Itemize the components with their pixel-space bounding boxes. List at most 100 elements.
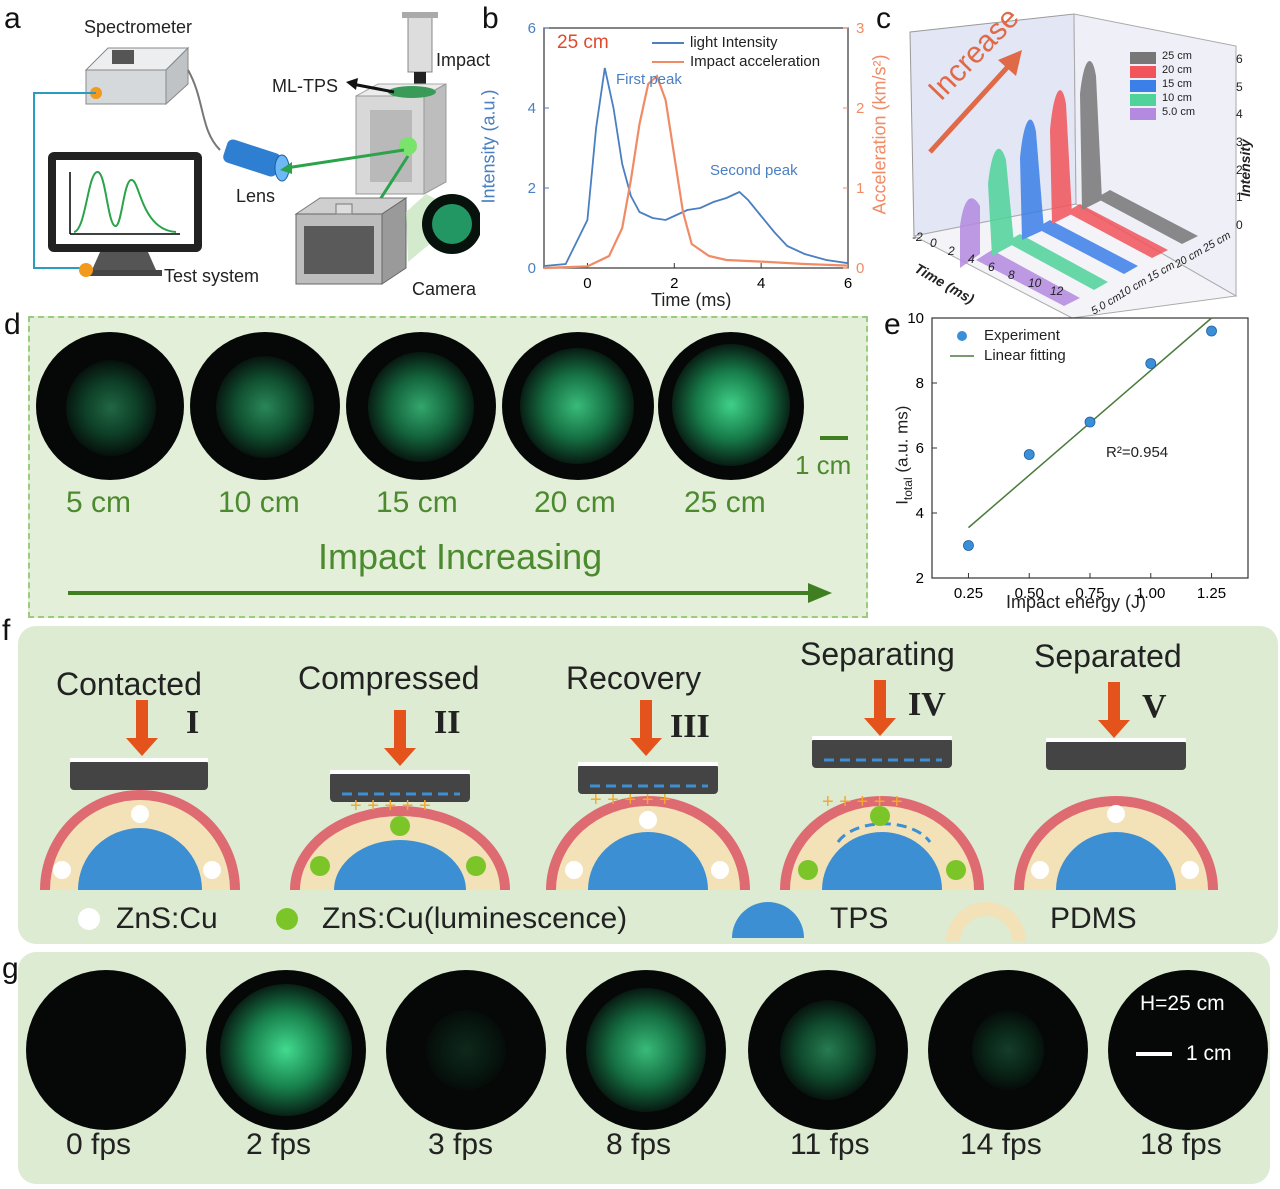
svg-text:+ + + + +: + + + + + xyxy=(590,789,671,811)
f-legend-zns-lum: ZnS:Cu(luminescence) xyxy=(322,902,628,935)
label-spectrometer: Spectrometer xyxy=(84,17,193,37)
b-y-right-tick-label: 2 xyxy=(856,100,864,117)
camera-device xyxy=(294,194,480,285)
b-height-label: 25 cm xyxy=(557,32,609,53)
e-y-tick-label: 10 xyxy=(907,310,924,327)
b-y-right-tick-label: 1 xyxy=(856,180,864,197)
monitor-device xyxy=(48,152,202,277)
c-y-tick: 15 cm xyxy=(1145,259,1177,285)
c-z-tick: 1 xyxy=(1236,190,1243,205)
e-legend-experiment: Experiment xyxy=(984,327,1060,344)
c-x-tick: 10 xyxy=(1028,276,1042,290)
g-frame-8fps xyxy=(566,970,726,1130)
f-stage-title-3: Recovery xyxy=(566,660,702,696)
d-impact-arrow xyxy=(68,583,832,603)
d-label-25cm: 25 cm xyxy=(684,486,766,519)
d-scale-label: 1 cm xyxy=(795,450,852,480)
b-x-tick-label: 2 xyxy=(670,275,678,292)
e-data-point xyxy=(963,540,974,551)
e-data-point xyxy=(1084,416,1096,428)
c-x-tick: 6 xyxy=(988,260,995,274)
c-x-ticks: -2 0 2 4 6 8 10 12 xyxy=(912,230,1082,300)
c-y-tick: 10 cm xyxy=(1117,275,1149,301)
c-x-tick: 12 xyxy=(1050,284,1064,298)
f-stage-4-diagram: + + + + + xyxy=(780,680,984,890)
e-y-tick-label: 6 xyxy=(916,440,924,457)
f-stage-2-diagram: + + + + + xyxy=(290,710,510,890)
d-label-5cm: 5 cm xyxy=(66,486,132,519)
f-stage-3-diagram: + + + + + xyxy=(546,700,750,890)
panel-label-c: c xyxy=(876,2,891,35)
panel-label-e: e xyxy=(884,308,901,341)
g-height-label: H=25 cm xyxy=(1140,992,1225,1015)
f-stage-5-diagram xyxy=(1014,682,1218,890)
f-stage-1-diagram xyxy=(40,700,240,890)
e-ylabel: Itotal (a.u. ms) xyxy=(892,406,914,505)
g-scale-bar xyxy=(1136,1052,1172,1056)
d-photo-20cm xyxy=(502,332,654,480)
d-photo-10cm xyxy=(190,332,340,480)
spectrometer-device xyxy=(84,46,190,106)
c-z-tick: 6 xyxy=(1236,52,1243,66)
f-stage-numeral-5: V xyxy=(1142,688,1167,725)
panel-label-b: b xyxy=(482,2,499,35)
f-legend-pdms: PDMS xyxy=(1050,902,1137,935)
series-light-intensity xyxy=(543,67,849,267)
f-stage-title-1: Contacted xyxy=(56,666,202,702)
series-impact-acceleration xyxy=(543,74,849,270)
e-ylabel-unit: (a.u. ms) xyxy=(892,405,912,478)
f-legend-zns-icon xyxy=(78,908,100,930)
e-x-tick-label: 0.25 xyxy=(954,585,983,602)
e-r2-annotation: R²=0.954 xyxy=(1106,444,1169,461)
label-lens: Lens xyxy=(236,186,276,206)
g-frame-11fps xyxy=(748,970,908,1130)
f-stage-title-2: Compressed xyxy=(298,660,480,696)
c-z-ticks: 0 1 2 3 4 5 6 xyxy=(1236,52,1250,232)
c-y-ticks: 5.0 cm 10 cm 15 cm 20 cm 25 cm xyxy=(1089,229,1233,317)
e-data-point xyxy=(1023,449,1035,460)
f-stage-numeral-1: I xyxy=(186,704,200,741)
d-photo-15cm xyxy=(346,332,496,480)
c-y-tick: 20 cm xyxy=(1173,245,1205,271)
c-z-tick: 5 xyxy=(1236,79,1243,94)
b-annotation-first-peak: First peak xyxy=(616,71,682,88)
g-frame-label-1: 2 fps xyxy=(246,1128,312,1161)
b-annotation-second-peak: Second peak xyxy=(710,162,798,179)
b-y-right-tick-label: 0 xyxy=(856,260,864,277)
lens-device xyxy=(223,139,290,182)
panel-label-f: f xyxy=(2,614,11,647)
d-label-20cm: 20 cm xyxy=(534,486,616,519)
e-y-tick-label: 8 xyxy=(916,375,924,392)
d-scale-bar xyxy=(820,436,848,440)
e-legend-fit: Linear fitting xyxy=(984,347,1066,364)
c-z-tick: 3 xyxy=(1236,134,1243,149)
e-x-tick-label: 0.50 xyxy=(1015,585,1044,602)
f-stage-title-5: Separated xyxy=(1034,638,1182,674)
c-x-tick: 2 xyxy=(948,244,955,258)
g-frame-3fps xyxy=(386,970,546,1130)
c-x-tick: -2 xyxy=(912,230,923,244)
g-frame-label-6: 18 fps xyxy=(1140,1128,1222,1161)
c-z-tick: 4 xyxy=(1236,107,1243,122)
panel-e-chart: 0.25 0.50 0.75 1.00 1.25 2 4 6 8 10 xyxy=(907,310,1249,602)
b-y-left-tick-label: 0 xyxy=(528,260,536,277)
g-frame-label-4: 11 fps xyxy=(790,1128,870,1161)
g-scale-label: 1 cm xyxy=(1186,1042,1232,1065)
g-frame-label-3: 8 fps xyxy=(606,1128,672,1161)
g-frame-0fps xyxy=(26,970,186,1130)
c-x-tick: 8 xyxy=(1008,268,1015,282)
d-arrow-label: Impact Increasing xyxy=(318,536,603,577)
b-y-left-tick-label: 6 xyxy=(528,20,536,37)
e-data-point xyxy=(1206,325,1217,337)
label-test-system: Test system xyxy=(164,266,260,286)
e-x-tick-label: 1.25 xyxy=(1197,585,1226,602)
panel-label-g: g xyxy=(2,952,19,985)
b-x-tick-label: 0 xyxy=(583,275,591,292)
label-ml-tps: ML-TPS xyxy=(272,76,339,96)
g-frame-label-5: 14 fps xyxy=(960,1128,1042,1161)
b-xlabel: Time (ms) xyxy=(651,290,732,310)
e-y-tick-label: 2 xyxy=(916,570,924,587)
f-stage-numeral-4: IV xyxy=(908,686,946,723)
panel-b-chart: 0 2 4 6 0 2 4 6 0 1 2 3 xyxy=(528,20,865,292)
d-label-10cm: 10 cm xyxy=(218,486,300,519)
